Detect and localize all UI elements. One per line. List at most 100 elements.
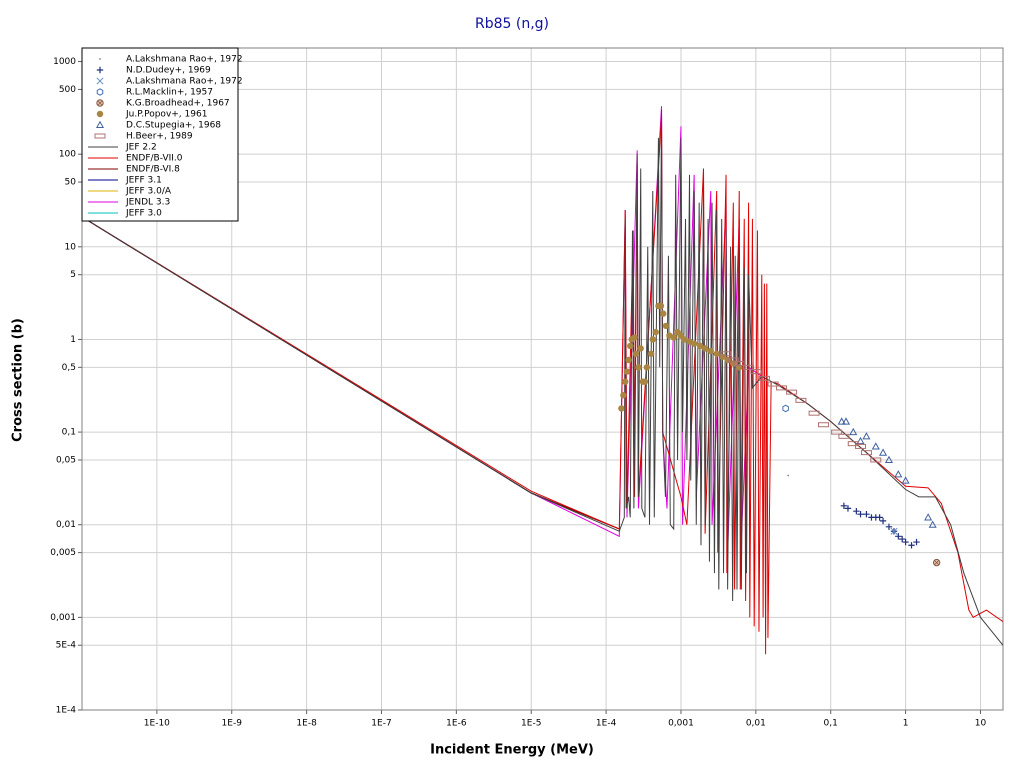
marker — [758, 375, 770, 381]
marker-part — [649, 336, 656, 343]
marker-part — [696, 342, 704, 350]
x-tick-label: 0,1 — [824, 719, 838, 729]
marker — [795, 397, 807, 403]
legend-label: A.Lakshmana Rao+, 1972 — [126, 55, 243, 65]
marker-part — [924, 513, 933, 521]
plot-frame — [81, 47, 1004, 711]
y-tick-label: 0,005 — [50, 548, 76, 558]
marker-part — [876, 514, 883, 521]
marker — [782, 404, 789, 413]
legend-label: JEFF 3.0/A — [125, 187, 172, 197]
x-tick-label: 1E-4 — [596, 719, 617, 729]
marker-part — [838, 433, 850, 439]
marker — [913, 538, 920, 546]
series-line — [82, 109, 1003, 646]
marker — [670, 334, 677, 341]
x-tick-label: 1 — [903, 719, 909, 729]
marker-part — [901, 476, 910, 484]
legend-label: JEF 2.2 — [125, 143, 157, 153]
marker-part — [670, 334, 677, 341]
legend-label: K.G.Broadhead+, 1967 — [126, 99, 230, 109]
marker-part — [641, 378, 649, 385]
y-axis-label: Cross section (b) — [11, 318, 26, 442]
marker — [99, 58, 101, 60]
y-tick-label: 10 — [65, 242, 77, 252]
marker-part — [908, 542, 915, 549]
marker-part — [767, 381, 779, 387]
marker-part — [631, 334, 638, 341]
marker-part — [879, 517, 887, 525]
marker — [635, 364, 642, 371]
marker — [857, 510, 864, 518]
marker — [894, 470, 903, 478]
marker-part — [849, 427, 858, 436]
marker-part — [837, 417, 846, 425]
marker — [928, 520, 937, 528]
marker — [908, 542, 915, 549]
marker — [660, 310, 667, 317]
marker — [641, 378, 649, 385]
marker-part — [902, 538, 909, 546]
marker-part — [690, 340, 698, 347]
marker — [879, 448, 888, 456]
marker — [94, 133, 106, 139]
marker-part — [795, 397, 807, 403]
marker-part — [808, 410, 820, 416]
marker — [743, 364, 755, 370]
y-tick-label: 1E-4 — [56, 706, 77, 716]
marker-part — [782, 404, 789, 413]
marker — [657, 302, 665, 310]
marker-part — [831, 429, 843, 435]
marker — [662, 322, 670, 330]
y-tick-label: 0,001 — [50, 613, 76, 623]
marker-part — [94, 133, 106, 139]
marker-part — [863, 510, 870, 518]
marker — [902, 538, 909, 546]
marker-part — [758, 375, 770, 381]
marker-part — [895, 533, 902, 540]
y-tick-label: 1 — [70, 335, 76, 345]
marker-part — [847, 441, 859, 447]
marker — [632, 350, 640, 357]
marker-part — [862, 432, 871, 440]
marker — [876, 514, 883, 521]
marker-part — [713, 350, 720, 357]
legend-label: D.C.Stupegia+, 1968 — [126, 121, 221, 131]
marker-part — [637, 345, 644, 352]
y-tick-label: 0,1 — [62, 428, 76, 438]
marker-part — [928, 520, 937, 528]
marker — [862, 432, 871, 440]
marker — [853, 507, 860, 515]
x-tick-label: 1E-9 — [222, 719, 243, 729]
marker-part — [860, 450, 872, 456]
marker — [733, 361, 745, 367]
y-tick-label: 0,01 — [56, 520, 76, 530]
marker-part — [620, 392, 627, 399]
y-tick-label: 100 — [59, 150, 76, 160]
marker — [856, 436, 865, 445]
x-tick-label: 1E-5 — [521, 719, 541, 729]
marker-part — [855, 443, 867, 449]
marker — [95, 120, 105, 129]
marker-part — [894, 470, 903, 478]
legend-label: JEFF 3.1 — [125, 176, 162, 186]
x-tick-label: 1E-6 — [446, 719, 467, 729]
marker — [96, 66, 104, 74]
marker-part — [870, 457, 882, 463]
marker-part — [727, 357, 739, 363]
marker-part — [647, 350, 655, 357]
marker — [870, 457, 882, 463]
y-tick-label: 0,5 — [62, 363, 76, 373]
x-axis-label: Incident Energy (MeV) — [430, 743, 594, 758]
marker — [837, 417, 846, 425]
marker-part — [879, 448, 888, 456]
marker-part — [884, 455, 894, 464]
marker — [775, 385, 787, 391]
marker-part — [775, 385, 787, 391]
marker — [860, 450, 872, 456]
marker-part — [871, 442, 880, 450]
marker-part — [680, 336, 688, 343]
marker — [884, 455, 894, 464]
y-tick-label: 1000 — [53, 57, 76, 67]
marker — [727, 357, 739, 363]
